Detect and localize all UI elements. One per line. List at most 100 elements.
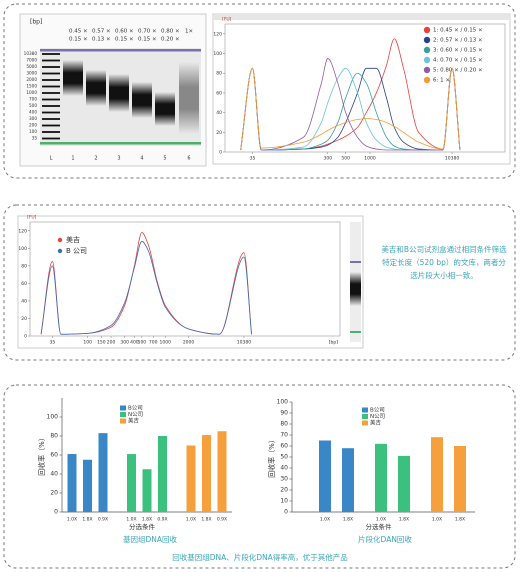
ladder-band: [42, 72, 60, 75]
x-tick-label: 1.0X: [432, 517, 442, 523]
x-tick-label: 1.8X: [399, 517, 409, 523]
y-tick-label: 60: [21, 281, 27, 287]
y-tick-label: 100: [18, 246, 27, 252]
lane-label: 4: [140, 156, 143, 162]
y-axis-label: [FU]: [27, 215, 37, 221]
x-tick-label: 1.0X: [67, 517, 77, 523]
y-axis-label: 回收率（%）: [267, 436, 276, 478]
ladder-band: [42, 131, 60, 133]
y-tick-label: 0: [284, 509, 288, 516]
y-tick-label: 40: [21, 298, 27, 304]
x-tick-label: 2000: [183, 340, 195, 346]
bar: [98, 433, 108, 512]
y-tick-label: 20: [21, 316, 27, 322]
x-axis-label: [bp]: [329, 340, 338, 346]
y-tick-label: 60: [50, 452, 58, 459]
y-tick-label: 100: [277, 399, 289, 406]
legend-label: N公司: [370, 413, 385, 420]
y-tick-label: 0: [219, 150, 222, 156]
ladder-label: 1000: [26, 90, 37, 95]
ladder-label: 200: [29, 123, 37, 128]
chart-title: 片段化DAN回收: [358, 534, 412, 544]
x-tick-label: 10380: [237, 340, 251, 346]
ladder-label: 300: [29, 116, 37, 121]
lane-label: 1: [71, 156, 74, 162]
trace-frame: [17, 215, 364, 349]
bar: [202, 435, 211, 512]
x-tick-label: 500: [341, 156, 350, 162]
ladder-band: [42, 137, 60, 140]
upper-marker: [40, 49, 201, 52]
x-tick-label: 1.8X: [343, 517, 353, 523]
lower-marker: [350, 331, 361, 333]
x-tick-label: 35: [50, 340, 56, 346]
legend-label: N公司: [128, 411, 143, 418]
y-tick-label: 90: [280, 410, 288, 417]
condition-label: 0.15 ×: [115, 37, 134, 43]
y-tick-label: 80: [50, 433, 58, 440]
x-tick-label: 400: [130, 340, 139, 346]
y-tick-label: 70: [280, 432, 288, 439]
x-tick-label: 0.9X: [98, 517, 108, 523]
legend-swatch: [362, 407, 368, 413]
trace-frame: [212, 13, 511, 165]
y-axis-label: 回收率（%）: [37, 434, 46, 476]
lane-label: 2: [94, 156, 97, 162]
ladder-label: 5000: [26, 64, 37, 69]
ladder-band: [42, 98, 60, 101]
x-tick-label: 300: [323, 156, 332, 162]
y-tick-label: 120: [213, 31, 222, 37]
upper-marker: [350, 261, 361, 263]
ladder-label: 2000: [26, 77, 37, 82]
bar: [67, 454, 77, 512]
x-tick-label: 100: [83, 340, 92, 346]
legend-label: B公司: [370, 407, 385, 414]
chart-title: 基因组DNA回收: [123, 534, 178, 544]
y-tick-label: 60: [216, 90, 222, 96]
y-axis-label: [FU]: [222, 17, 232, 23]
x-tick-label: 1.0X: [376, 517, 386, 523]
legend-swatch: [423, 46, 431, 54]
gel-band: [109, 74, 129, 112]
legend-label: 2: 0.57 × / 0.13 ×: [433, 38, 483, 44]
plot-area: [29, 221, 341, 337]
gel-band: [350, 272, 361, 306]
x-tick-label: 700: [149, 340, 158, 346]
gel-band: [155, 92, 175, 126]
legend-label: B 公司: [66, 247, 87, 255]
ladder-band: [42, 92, 60, 94]
legend-swatch: [120, 412, 126, 417]
x-tick-label: 1.8X: [201, 517, 211, 523]
ladder-label: 10380: [24, 51, 38, 56]
y-tick-label: 40: [216, 110, 222, 116]
gel-band: [179, 62, 199, 134]
bar: [375, 443, 387, 512]
y-tick-label: 20: [216, 130, 222, 136]
x-tick-label: 1.8X: [142, 517, 152, 523]
ladder-band: [42, 118, 60, 120]
legend-label: B公司: [128, 405, 143, 412]
condition-label: 0.45 ×: [69, 29, 88, 35]
lane-label: L: [50, 156, 53, 162]
x-tick-label: 1000: [159, 340, 171, 346]
description: 美吉和B公司试剂盒通过相同条件筛选特定长度（520 bp）的文库，两者分选片段大…: [381, 245, 507, 281]
x-tick-label: 200: [107, 340, 116, 346]
x-tick-label: 0.9X: [217, 517, 227, 523]
lane-label: 6: [187, 156, 190, 162]
gel-band: [132, 82, 152, 118]
condition-label: 0.60 ×: [115, 29, 134, 35]
y-tick-label: 40: [50, 471, 58, 478]
bar: [158, 436, 167, 512]
ladder-band: [42, 53, 60, 55]
x-tick-label: 1.8X: [82, 517, 92, 523]
bar: [342, 448, 354, 512]
bar: [398, 455, 410, 512]
legend-label: 3: 0.60 × / 0.15 ×: [433, 48, 483, 54]
legend-label: 美吉: [128, 417, 140, 425]
y-tick-label: 50: [280, 454, 288, 461]
legend-swatch: [423, 66, 431, 74]
legend-swatch: [120, 418, 126, 424]
legend-label: 美吉: [66, 235, 80, 244]
y-tick-label: 10: [280, 498, 288, 505]
legend-label: 4: 0.70 × / 0.15 ×: [433, 58, 483, 64]
